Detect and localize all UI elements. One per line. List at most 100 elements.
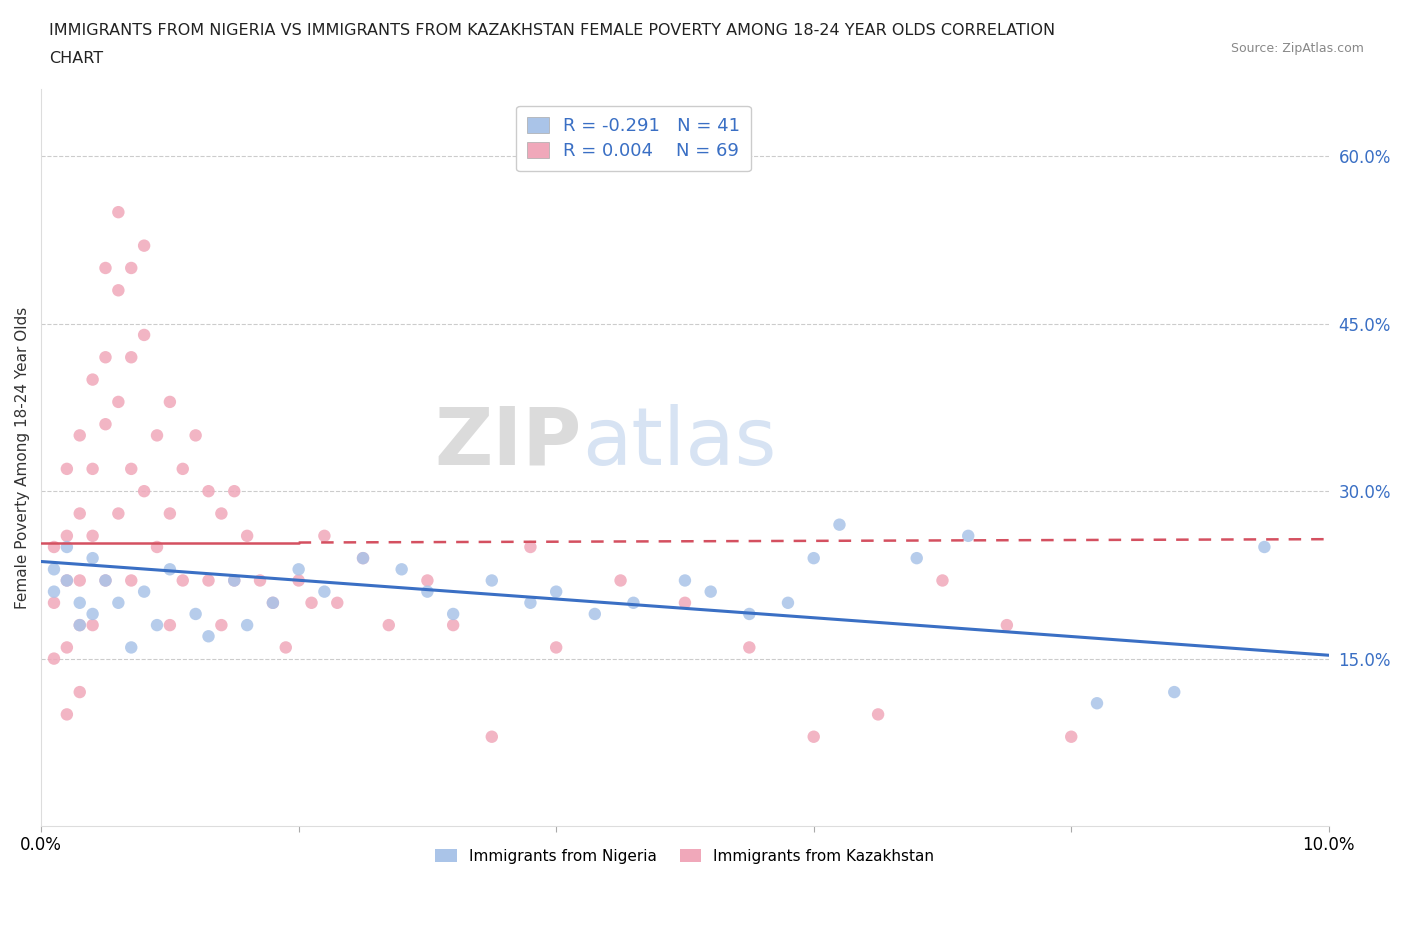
Point [107,394,129,409]
Point [546,584,568,599]
Point [416,573,439,588]
Point [352,551,374,565]
Point [42,562,65,577]
Point [42,584,65,599]
Point [120,350,142,365]
Point [776,595,799,610]
Point [803,551,825,565]
Point [224,484,246,498]
Point [236,528,259,543]
Point [623,595,645,610]
Text: CHART: CHART [49,51,103,66]
Point [42,651,65,666]
Point [391,562,413,577]
Point [134,327,156,342]
Point [120,260,142,275]
Point [905,551,928,565]
Point [352,551,374,565]
Point [326,595,349,610]
Point [69,428,91,443]
Point [224,573,246,588]
Point [262,595,284,610]
Point [209,506,232,521]
Point [738,606,761,621]
Y-axis label: Female Poverty Among 18-24 Year Olds: Female Poverty Among 18-24 Year Olds [15,307,30,609]
Point [931,573,953,588]
Point [56,573,79,588]
Point [69,618,91,632]
Point [957,528,980,543]
Point [69,684,91,699]
Point [738,640,761,655]
Point [94,573,117,588]
Point [42,539,65,554]
Legend: Immigrants from Nigeria, Immigrants from Kazakhstan: Immigrants from Nigeria, Immigrants from… [429,843,941,870]
Point [995,618,1018,632]
Point [146,539,169,554]
Point [134,584,156,599]
Point [159,394,181,409]
Point [546,640,568,655]
Point [274,640,297,655]
Point [69,573,91,588]
Point [82,461,104,476]
Point [287,573,309,588]
Point [673,595,696,610]
Point [82,528,104,543]
Point [416,584,439,599]
Point [1253,539,1275,554]
Point [146,428,169,443]
Point [378,618,401,632]
Point [159,618,181,632]
Point [1163,684,1185,699]
Point [56,461,79,476]
Point [301,595,323,610]
Point [197,484,219,498]
Point [82,618,104,632]
Point [107,595,129,610]
Point [287,562,309,577]
Point [262,595,284,610]
Point [184,428,207,443]
Point [146,618,169,632]
Point [609,573,631,588]
Point [583,606,606,621]
Point [441,618,464,632]
Point [159,562,181,577]
Point [69,506,91,521]
Point [94,260,117,275]
Point [56,528,79,543]
Point [519,539,541,554]
Point [94,350,117,365]
Point [172,461,194,476]
Point [120,640,142,655]
Text: atlas: atlas [582,404,776,482]
Point [172,573,194,588]
Point [42,595,65,610]
Point [1060,729,1083,744]
Point [82,551,104,565]
Point [314,528,336,543]
Point [481,573,503,588]
Point [107,506,129,521]
Point [69,595,91,610]
Point [82,606,104,621]
Point [120,573,142,588]
Text: ZIP: ZIP [434,404,582,482]
Point [673,573,696,588]
Text: IMMIGRANTS FROM NIGERIA VS IMMIGRANTS FROM KAZAKHSTAN FEMALE POVERTY AMONG 18-24: IMMIGRANTS FROM NIGERIA VS IMMIGRANTS FR… [49,23,1056,38]
Point [94,417,117,432]
Point [699,584,721,599]
Point [209,618,232,632]
Point [828,517,851,532]
Point [120,461,142,476]
Point [197,629,219,644]
Point [82,372,104,387]
Point [107,205,129,219]
Point [107,283,129,298]
Point [69,618,91,632]
Point [314,584,336,599]
Point [56,640,79,655]
Point [868,707,890,722]
Point [441,606,464,621]
